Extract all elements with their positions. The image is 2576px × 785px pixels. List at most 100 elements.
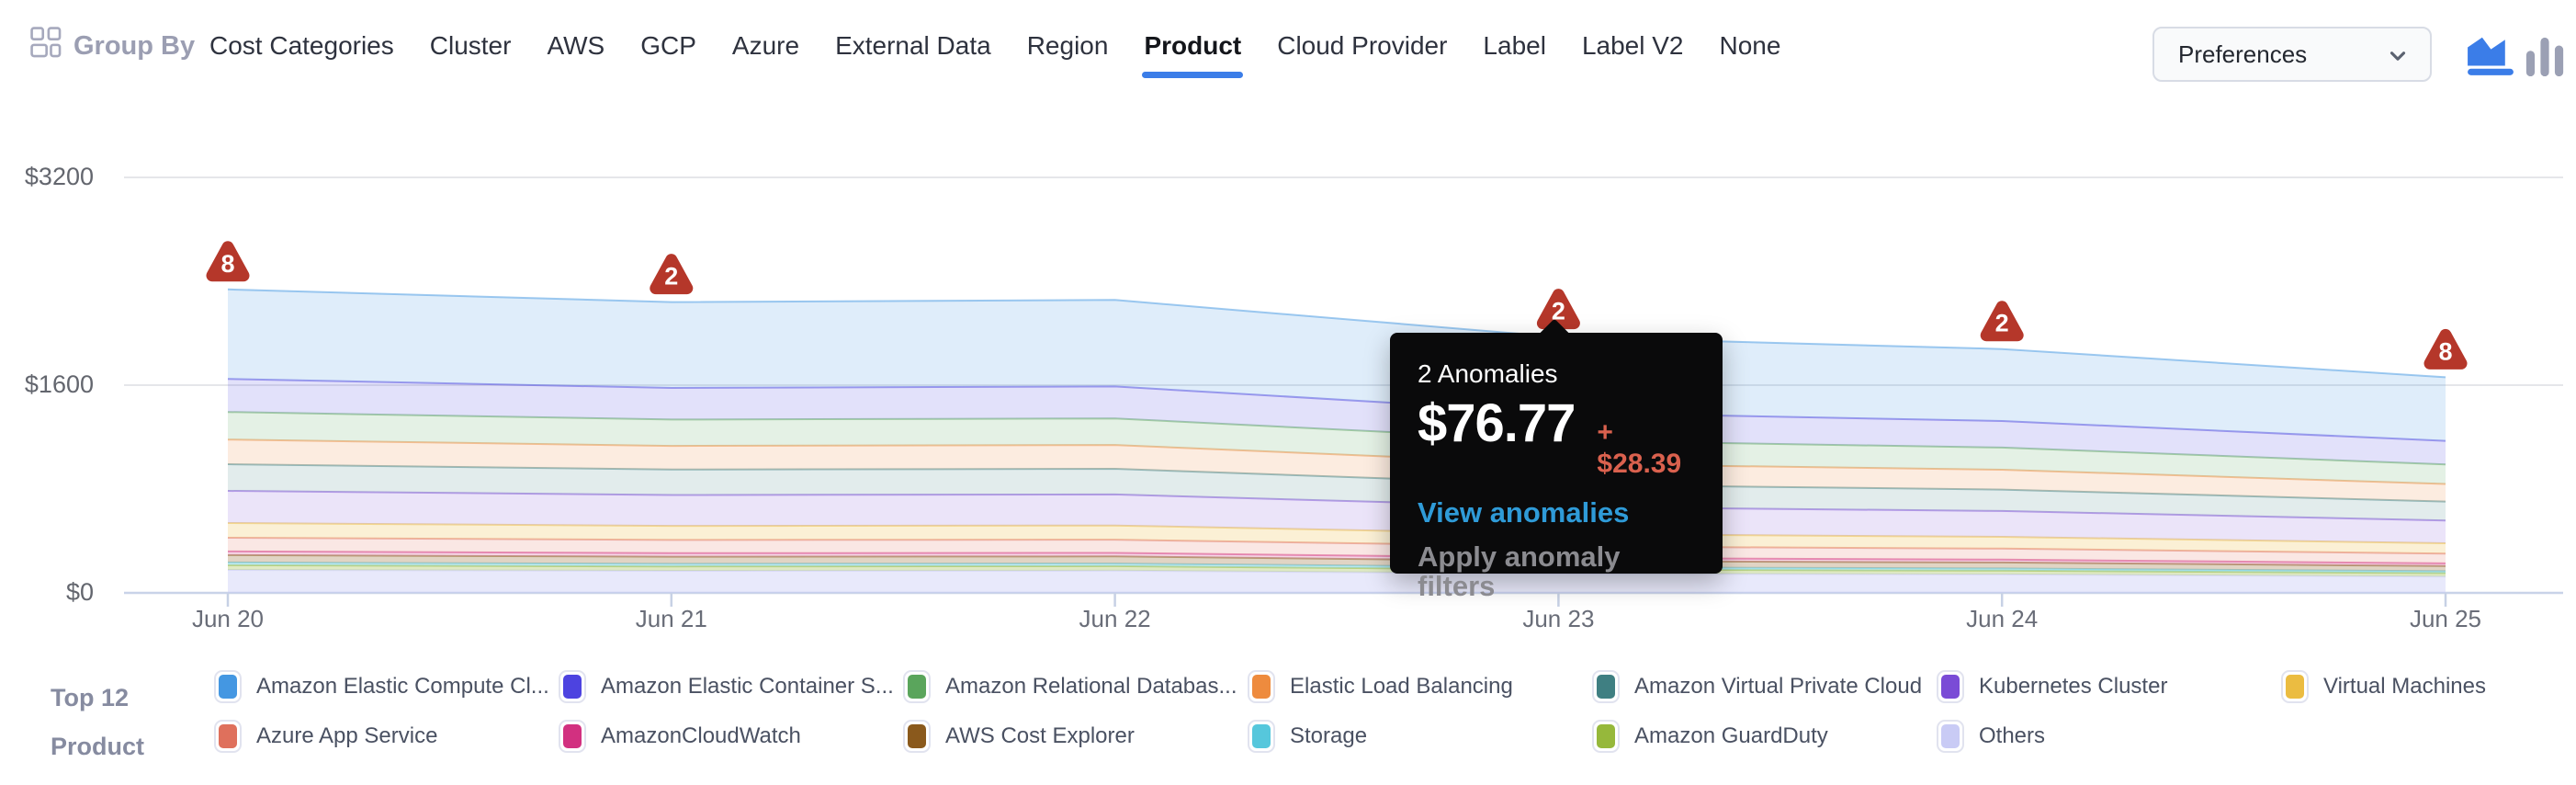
area-band <box>228 439 2446 502</box>
x-axis-tick-label: Jun 22 <box>1079 605 1151 632</box>
toolbar: Group By Cost Categories Cluster AWS GCP Azu… <box>0 0 2576 92</box>
legend-item[interactable]: Kubernetes Cluster <box>1937 662 2281 711</box>
legend-item-label: Azure App Service <box>256 723 438 748</box>
area-band <box>228 491 2446 543</box>
tab-product[interactable]: Product <box>1142 0 1243 92</box>
preferences-label: Preferences <box>2178 40 2308 68</box>
anomaly-marker[interactable]: 2 <box>1536 289 1580 330</box>
tab-region[interactable]: Region <box>1026 31 1109 60</box>
area-band <box>228 289 2446 441</box>
legend-item[interactable]: Elastic Load Balancing <box>1248 662 1592 711</box>
tab-cost-categories[interactable]: Cost Categories <box>209 31 394 60</box>
tooltip-anomaly-count: 2 Anomalies <box>1418 359 1558 388</box>
area-band-edge <box>227 553 2446 567</box>
legend-item[interactable]: Others <box>1937 711 2281 761</box>
x-axis-tick-label: Jun 20 <box>191 605 265 632</box>
anomaly-marker[interactable]: 8 <box>206 241 250 282</box>
anomaly-marker[interactable]: 8 <box>2423 328 2468 370</box>
area-band <box>228 570 2446 593</box>
legend-item-label: Storage <box>1290 723 1368 748</box>
tab-label-v2[interactable]: Label V2 <box>1581 31 1684 60</box>
group-by-label-wrap: Group By <box>30 0 195 92</box>
area-chart-view-toggle[interactable] <box>2466 31 2515 82</box>
legend-item-label: Amazon Elastic Compute Cl... <box>256 674 549 699</box>
legend-title-dimension: Product <box>51 733 145 760</box>
tab-cluster[interactable]: Cluster <box>429 31 512 60</box>
legend-item-label: Amazon Relational Databas... <box>945 674 1237 699</box>
anomaly-triangle-icon <box>650 254 694 295</box>
anomaly-marker[interactable]: 2 <box>1980 301 2024 342</box>
legend-item-label: Amazon Virtual Private Cloud <box>1634 674 1923 699</box>
legend-item[interactable]: Amazon Relational Databas... <box>903 662 1248 711</box>
cost-chart: 8 2 2 2 8 $0 $1600 $3200 Jun 20 Jun 21 Jun 22 Jun… <box>0 92 2576 653</box>
tab-aws[interactable]: AWS <box>547 31 605 60</box>
tab-external-data[interactable]: External Data <box>835 31 991 60</box>
anomaly-count: 8 <box>2438 337 2452 365</box>
area-band-edge <box>227 569 2446 578</box>
stacked-area-plot: 8 2 2 2 8 <box>124 176 2563 607</box>
group-by-tabs: Cost Categories Cluster AWS GCP Azure Externa… <box>209 0 1780 92</box>
legend-item[interactable]: Amazon Elastic Compute Cl... <box>214 662 559 711</box>
preferences-dropdown[interactable]: Preferences <box>2152 27 2432 82</box>
anomaly-count: 2 <box>664 263 678 290</box>
legend-swatch-icon <box>1248 670 1275 703</box>
area-band-edge <box>227 522 2446 544</box>
legend-swatch-icon <box>214 670 242 703</box>
area-band-edge <box>227 411 2446 466</box>
area-band-edge <box>227 463 2446 503</box>
anomaly-count: 2 <box>1552 298 1565 325</box>
legend-item[interactable]: AWS Cost Explorer <box>903 711 1248 761</box>
area-band-edge <box>227 563 2446 575</box>
legend-item-label: AmazonCloudWatch <box>601 723 801 748</box>
group-by-label: Group By <box>73 30 196 61</box>
legend-item[interactable]: Amazon GuardDuty <box>1592 711 1937 761</box>
tab-azure[interactable]: Azure <box>731 31 800 60</box>
anomaly-count: 8 <box>220 250 234 278</box>
apply-anomaly-filters-link[interactable]: Apply anomaly filters <box>1418 540 1621 602</box>
area-band-edge <box>227 490 2446 522</box>
area-band <box>228 551 2446 566</box>
view-anomalies-link[interactable]: View anomalies <box>1418 496 1630 529</box>
chevron-down-icon <box>2386 44 2410 73</box>
x-axis-tick-label: Jun 25 <box>2409 605 2482 632</box>
area-band-edge <box>227 561 2446 573</box>
legend-swatch-icon <box>1592 720 1620 753</box>
bar-chart-view-toggle[interactable] <box>2525 35 2565 82</box>
area-band-edge <box>227 438 2446 485</box>
legend-item-label: Amazon Elastic Container S... <box>601 674 894 699</box>
legend-item[interactable]: Storage <box>1248 711 1592 761</box>
legend-title: Top 12 Product <box>51 674 144 771</box>
anomaly-tooltip: 2 Anomalies $76.77 + $28.39 View anomali… <box>1390 333 1723 601</box>
legend-item[interactable]: Azure App Service <box>214 711 559 761</box>
legend-title-top: Top 12 <box>51 684 130 711</box>
tab-label[interactable]: Label <box>1483 31 1546 60</box>
anomaly-triangle-icon <box>206 241 250 282</box>
tab-gcp[interactable]: GCP <box>640 31 696 60</box>
legend-item[interactable]: Amazon Virtual Private Cloud <box>1592 662 1937 711</box>
legend-item[interactable]: Virtual Machines <box>2281 662 2576 711</box>
area-band <box>228 554 2446 572</box>
area-chart-icon <box>2466 37 2515 81</box>
area-band-edge <box>227 537 2446 555</box>
legend-item[interactable]: Amazon Elastic Container S... <box>559 662 903 711</box>
legend-item-label: Amazon GuardDuty <box>1634 723 1828 748</box>
area-band-edge <box>227 378 2446 442</box>
x-axis-tick-label: Jun 24 <box>1966 605 2039 632</box>
legend: Top 12 Product Amazon Elastic Compute Cl… <box>0 653 2576 785</box>
legend-item[interactable]: AmazonCloudWatch <box>559 711 903 761</box>
x-axis-tick-label: Jun 23 <box>1522 605 1595 632</box>
anomaly-marker[interactable]: 2 <box>650 254 694 295</box>
tab-none[interactable]: None <box>1719 31 1781 60</box>
legend-swatch-icon <box>214 720 242 753</box>
legend-swatch-icon <box>903 720 931 753</box>
anomaly-triangle-icon <box>1980 301 2024 342</box>
legend-swatch-icon <box>559 670 586 703</box>
legend-swatch-icon <box>1592 670 1620 703</box>
legend-item-label: Elastic Load Balancing <box>1290 674 1513 699</box>
anomaly-count: 2 <box>1995 310 2009 337</box>
tab-cloud-provider[interactable]: Cloud Provider <box>1277 31 1448 60</box>
legend-item-label: Others <box>1979 723 2046 748</box>
area-band-edge <box>227 550 2446 564</box>
bar-chart-icon <box>2525 37 2565 81</box>
area-band <box>228 464 2446 521</box>
